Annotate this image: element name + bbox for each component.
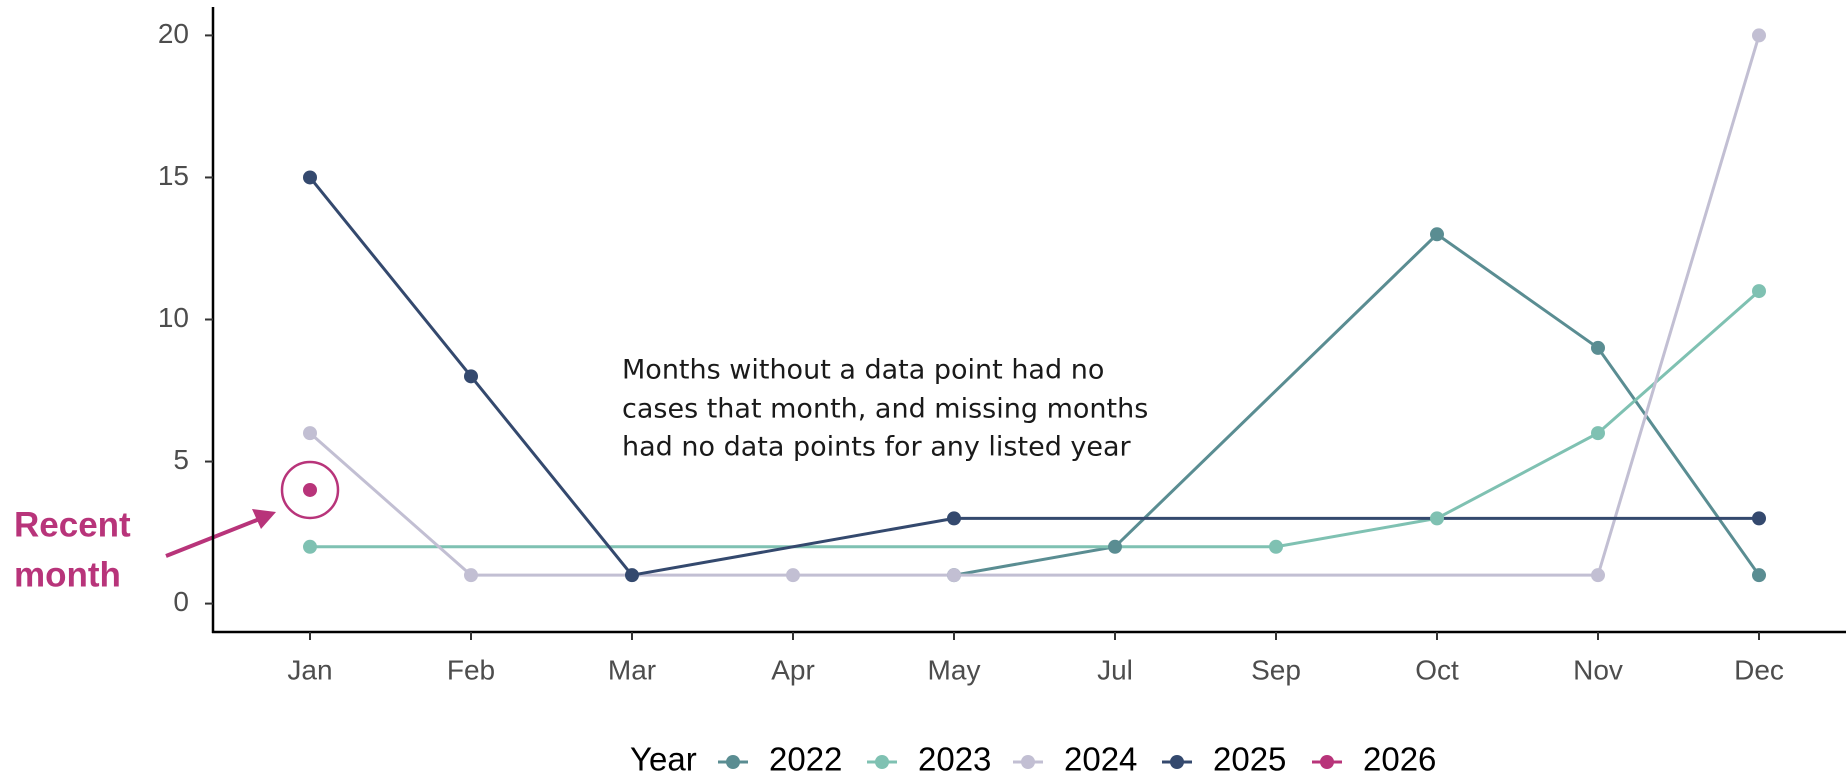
legend-label: 2026 [1363,741,1436,778]
data-point [303,170,317,185]
data-point [1108,539,1122,554]
legend-key-dot [1021,755,1035,769]
data-point [303,482,317,497]
data-point [1269,539,1283,554]
highlight-arrowhead [252,509,276,529]
annotation: cases that month, and missing months [622,394,1148,425]
y-tick-label: 15 [158,160,189,191]
y-tick-label: 0 [173,586,189,617]
data-point [947,511,961,526]
data-point [1752,28,1766,43]
legend-label: 2024 [1064,741,1137,778]
data-point [303,426,317,441]
series-line [309,34,1761,577]
x-tick-label: Nov [1573,654,1623,685]
legend-key-dot [875,755,889,769]
data-point [464,369,478,384]
data-point [464,568,478,583]
x-tick-label: Oct [1415,654,1459,685]
legend-key-dot [1170,755,1184,769]
x-tick-label: Apr [771,654,815,685]
y-tick-label: 20 [158,18,189,49]
x-tick-label: Jul [1097,654,1133,685]
data-point [1591,340,1605,355]
x-tick-label: Mar [608,654,656,685]
x-tick-label: May [928,654,981,685]
x-tick-label: Feb [447,654,495,685]
data-point [1752,511,1766,526]
legend-label: 2023 [918,741,991,778]
data-point [1591,426,1605,441]
data-point [625,568,639,583]
y-tick-label: 5 [173,444,189,475]
annotation: Months without a data point had no [622,355,1104,386]
data-point [947,568,961,583]
data-point [1752,284,1766,299]
data-point [1752,568,1766,583]
highlight-label: month [14,555,121,594]
data-point [1430,227,1444,242]
data-point [1591,568,1605,583]
annotation: had no data points for any listed year [622,432,1132,463]
legend-label: 2025 [1213,741,1286,778]
legend-label: 2022 [769,741,842,778]
x-tick-label: Jan [287,654,332,685]
legend-key-dot [726,755,740,769]
data-point [1430,511,1444,526]
highlight-label: Recent [14,505,131,544]
x-tick-label: Dec [1734,654,1784,685]
legend-title: Year [630,741,697,778]
data-point [303,539,317,554]
y-tick-label: 10 [158,302,189,333]
x-tick-label: Sep [1251,654,1301,685]
highlight-circle [280,460,340,520]
data-point [786,568,800,583]
legend-key-dot [1320,755,1334,769]
